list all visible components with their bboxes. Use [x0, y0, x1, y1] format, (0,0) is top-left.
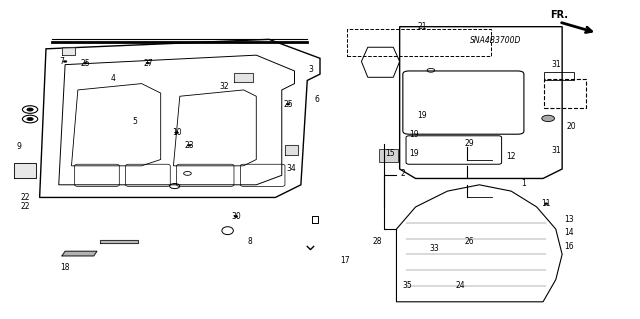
Circle shape — [84, 62, 88, 64]
Text: 31: 31 — [551, 60, 561, 69]
Circle shape — [63, 61, 67, 63]
Text: 7: 7 — [60, 57, 65, 66]
Text: FR.: FR. — [550, 10, 568, 20]
Circle shape — [146, 62, 150, 64]
Text: 13: 13 — [564, 215, 573, 224]
Circle shape — [27, 108, 33, 111]
Text: 10: 10 — [172, 128, 181, 137]
Text: 17: 17 — [340, 256, 350, 265]
Text: 16: 16 — [564, 242, 573, 251]
Text: 3: 3 — [308, 65, 313, 74]
Circle shape — [22, 106, 38, 113]
Text: 26: 26 — [465, 237, 474, 246]
FancyBboxPatch shape — [380, 149, 397, 162]
Text: 22: 22 — [21, 203, 30, 211]
Text: 22: 22 — [21, 193, 30, 202]
Circle shape — [175, 132, 179, 134]
Polygon shape — [100, 240, 138, 243]
Text: 2: 2 — [401, 169, 405, 178]
Text: 6: 6 — [314, 95, 319, 104]
Text: 1: 1 — [522, 179, 526, 188]
Text: 4: 4 — [111, 74, 115, 83]
Circle shape — [234, 215, 238, 217]
Text: 32: 32 — [220, 82, 229, 91]
Circle shape — [544, 203, 548, 205]
Polygon shape — [62, 47, 75, 55]
Text: 9: 9 — [17, 142, 22, 151]
Text: 25: 25 — [284, 100, 293, 109]
Text: 14: 14 — [564, 228, 573, 237]
Text: 21: 21 — [417, 22, 427, 31]
Text: 11: 11 — [541, 199, 551, 208]
Text: 19: 19 — [410, 130, 419, 139]
Circle shape — [286, 103, 290, 105]
Text: 24: 24 — [456, 281, 465, 291]
Text: 29: 29 — [465, 139, 474, 148]
Text: 15: 15 — [385, 149, 395, 158]
Text: 30: 30 — [231, 212, 241, 221]
Circle shape — [27, 117, 33, 121]
Text: 18: 18 — [60, 263, 70, 271]
Text: 34: 34 — [287, 165, 296, 174]
Text: 12: 12 — [506, 152, 516, 161]
Polygon shape — [62, 251, 97, 256]
Text: 20: 20 — [567, 122, 577, 131]
Text: 19: 19 — [417, 111, 427, 120]
Text: 5: 5 — [132, 117, 138, 126]
Circle shape — [188, 144, 191, 146]
Text: 35: 35 — [403, 281, 412, 291]
Circle shape — [22, 115, 38, 123]
Text: 27: 27 — [143, 59, 153, 68]
Text: SNA4B3700D: SNA4B3700D — [470, 36, 521, 45]
Text: 8: 8 — [248, 237, 252, 246]
Circle shape — [541, 115, 554, 122]
Text: 23: 23 — [184, 141, 194, 150]
Text: 33: 33 — [430, 243, 440, 253]
Polygon shape — [234, 72, 253, 82]
Text: 31: 31 — [551, 145, 561, 154]
Text: 25: 25 — [81, 59, 90, 68]
Text: 28: 28 — [372, 237, 382, 246]
Text: 19: 19 — [410, 149, 419, 158]
Polygon shape — [14, 163, 36, 178]
Polygon shape — [285, 145, 298, 155]
